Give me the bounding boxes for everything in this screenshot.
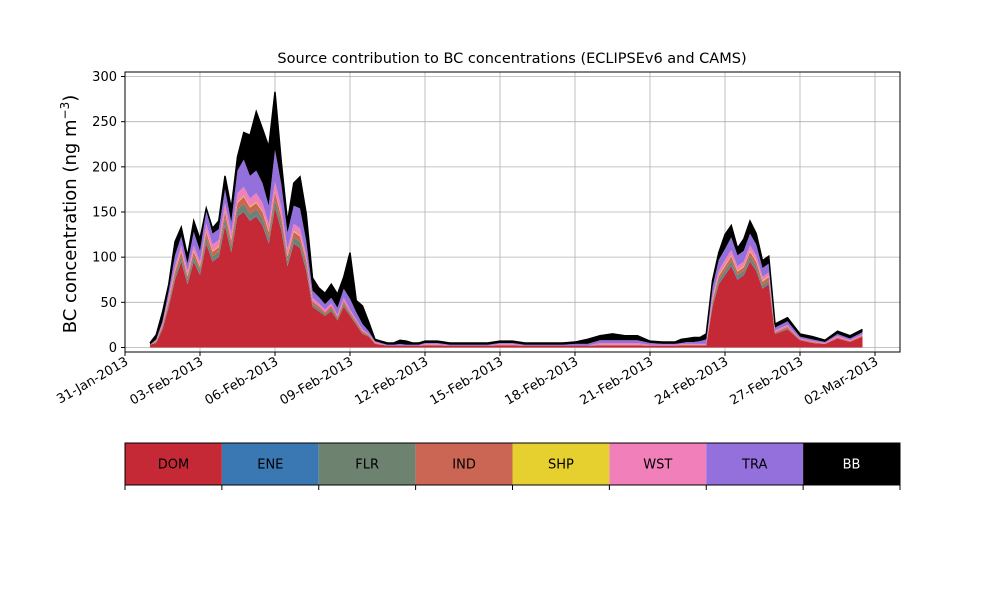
x-tick-label: 12-Feb-2013: [352, 354, 431, 408]
legend-label-shp: SHP: [548, 458, 574, 473]
x-tick-label: 15-Feb-2013: [427, 354, 506, 408]
x-tick-label: 02-Mar-2013: [802, 354, 881, 408]
legend-swatch-shp: [512, 443, 610, 485]
y-axis-label-main: BC concentration (ng m: [60, 119, 81, 333]
y-axis: 0 50 100 150 200 250 300: [92, 70, 125, 356]
legend-swatch-ene: [221, 443, 319, 485]
legend-swatch-dom: [125, 443, 222, 485]
y-axis-label-close: ): [60, 95, 81, 102]
legend-label-ind: IND: [452, 458, 476, 473]
x-axis: 31-Jan-201303-Feb-201306-Feb-201309-Feb-…: [54, 352, 881, 409]
x-tick-label: 18-Feb-2013: [502, 354, 581, 408]
legend-swatch-bb: [803, 443, 900, 485]
legend-swatch-tra: [706, 443, 804, 485]
area-tra: [150, 149, 863, 346]
legend-label-bb: BB: [843, 458, 861, 473]
legend-colorbar: DOM ENE FLR IND SHP WST TRA BB: [124, 442, 901, 490]
stacked-areas: [150, 91, 863, 348]
y-tick-label: 0: [109, 341, 117, 356]
x-tick-label: 21-Feb-2013: [577, 354, 656, 408]
area-wst: [150, 181, 863, 346]
x-tick-label: 06-Feb-2013: [202, 354, 281, 408]
chart-title: Source contribution to BC concentrations…: [277, 51, 746, 67]
legend-label-wst: WST: [643, 458, 672, 473]
y-axis-label: BC concentration (ng m−3): [58, 95, 81, 334]
y-tick-label: 50: [100, 296, 117, 311]
legend-label-ene: ENE: [257, 458, 283, 473]
legend-label-tra: TRA: [741, 458, 767, 473]
y-tick-label: 250: [92, 115, 117, 130]
legend-swatch-ind: [415, 443, 513, 485]
x-tick-label: 31-Jan-2013: [54, 354, 131, 407]
y-axis-label-superscript: −3: [58, 102, 72, 120]
x-tick-label: 03-Feb-2013: [127, 354, 206, 408]
legend-label-flr: FLR: [355, 458, 379, 473]
legend-label-dom: DOM: [158, 458, 189, 473]
y-tick-label: 300: [92, 70, 117, 85]
x-tick-label: 27-Feb-2013: [727, 354, 806, 408]
total-line-group: [149, 91, 863, 344]
total-line: [149, 91, 863, 344]
y-tick-label: 150: [92, 206, 117, 221]
y-tick-label: 200: [92, 160, 117, 175]
y-tick-label: 100: [92, 251, 117, 266]
area-dom: [150, 207, 863, 348]
x-tick-label: 09-Feb-2013: [277, 354, 356, 408]
x-tick-label: 24-Feb-2013: [652, 354, 731, 408]
legend-swatch-wst: [609, 443, 707, 485]
legend-swatch-flr: [318, 443, 416, 485]
